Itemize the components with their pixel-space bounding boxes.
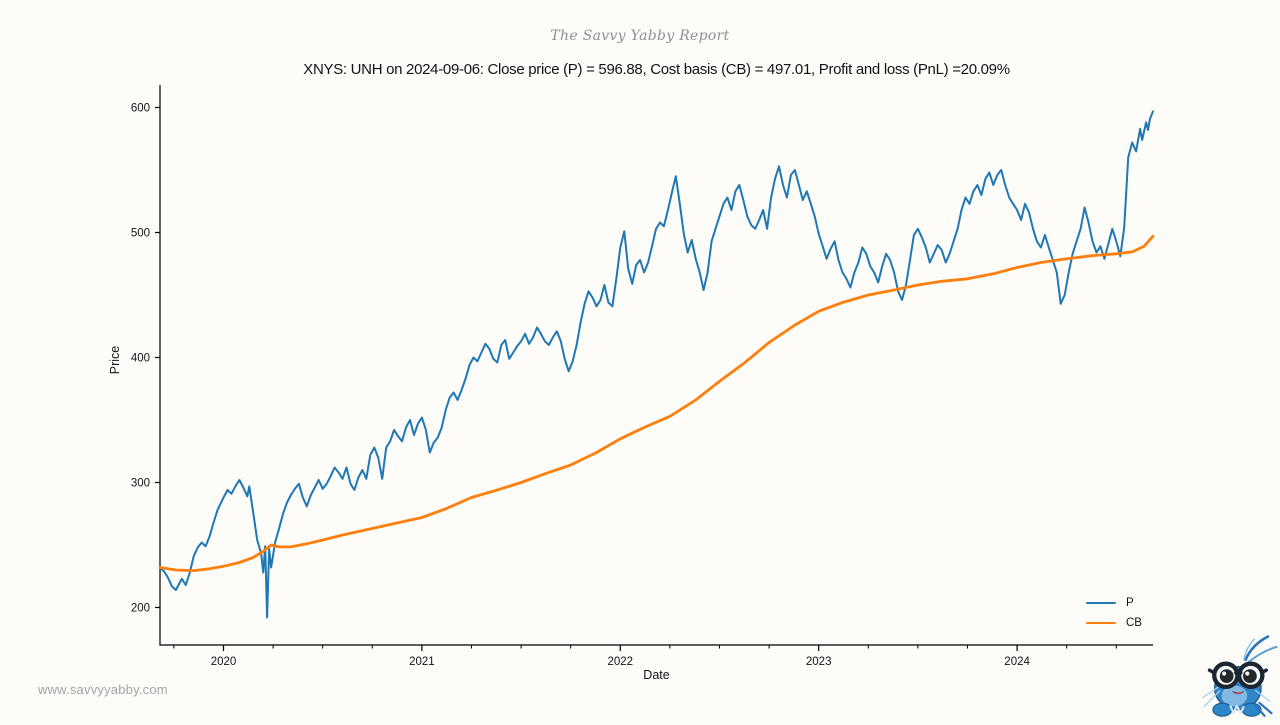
legend-label-cb: CB (1126, 617, 1142, 629)
chart-title: XNYS: UNH on 2024-09-06: Close price (P)… (303, 61, 1010, 78)
axes-spines (159, 85, 1153, 646)
x-tick-label: 2022 (607, 656, 633, 668)
y-tick-label: 300 (131, 478, 150, 490)
series-line-p (159, 110, 1154, 619)
legend-line-p-icon (1086, 602, 1116, 604)
x-axis-label: Date (643, 668, 670, 682)
y-axis-label: Price (108, 345, 122, 375)
report-brand-title: The Savvy Yabby Report (550, 28, 730, 44)
legend-entry-p: P (1086, 593, 1142, 613)
legend-line-cb-icon (1086, 621, 1116, 625)
yabby-mascot-icon (1192, 634, 1280, 720)
x-tick-label: 2024 (1004, 656, 1030, 668)
y-tick-label: 400 (131, 353, 150, 365)
series-line-cb (158, 234, 1155, 572)
y-tick-label: 200 (131, 603, 150, 615)
x-tick-label: 2023 (806, 656, 832, 668)
website-link: www.savvyyabby.com (38, 682, 168, 697)
legend-label-p: P (1126, 597, 1134, 609)
x-tick-label: 2020 (211, 656, 237, 668)
x-tick-label: 2021 (409, 656, 435, 668)
y-tick-label: 500 (131, 228, 150, 240)
chart-legend: P CB (1086, 593, 1142, 633)
y-tick-label: 600 (131, 103, 150, 115)
legend-entry-cb: CB (1086, 613, 1142, 633)
